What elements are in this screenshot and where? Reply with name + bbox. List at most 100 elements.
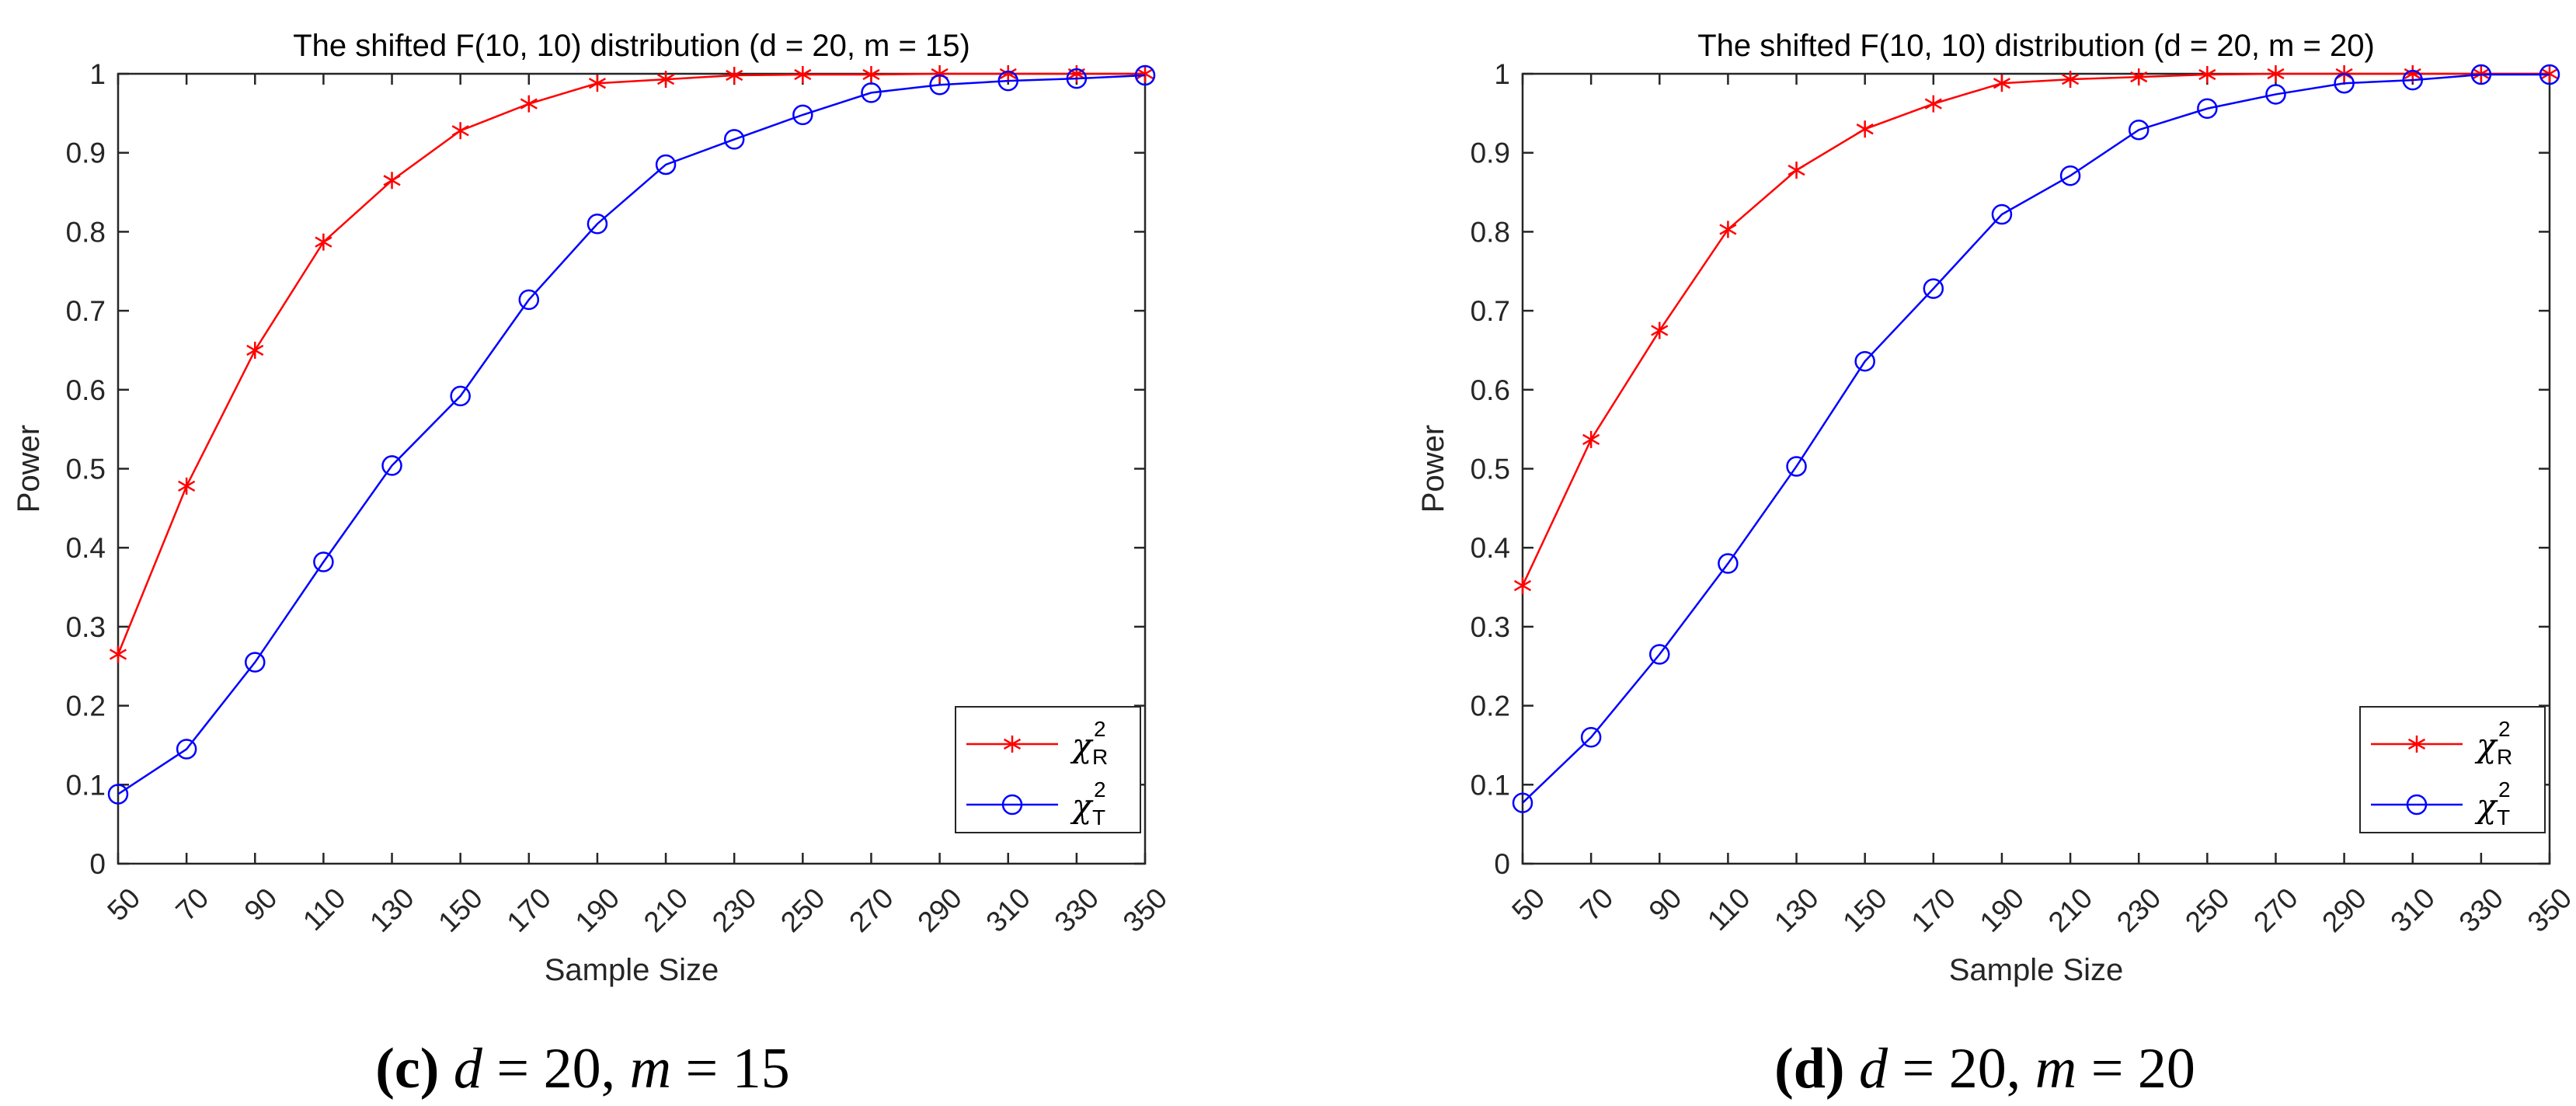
x-tick-label: 330	[2453, 882, 2510, 938]
data-point-circle	[450, 385, 471, 407]
x-tick-label: 270	[2247, 882, 2304, 938]
legend-box	[2359, 706, 2546, 833]
data-point-asterisk	[1136, 65, 1154, 82]
y-tick-label: 1	[1494, 58, 1510, 90]
asterisk-stroke	[794, 68, 812, 81]
data-point-circle	[381, 455, 402, 476]
y-tick-label: 0.1	[1471, 769, 1510, 801]
data-point-circle	[792, 104, 813, 126]
asterisk-stroke	[862, 68, 880, 81]
data-point-asterisk	[1651, 322, 1669, 339]
series-r	[109, 65, 1154, 663]
data-point-asterisk	[2061, 71, 2080, 89]
legend-subscript: T	[1092, 805, 1105, 830]
data-point-circle	[1649, 644, 1670, 665]
data-point-circle	[2539, 64, 2560, 85]
data-point-asterisk	[1719, 221, 1737, 238]
data-point-circle	[176, 739, 197, 760]
caption-m-value: = 15	[671, 1037, 790, 1101]
series-line	[117, 72, 1145, 655]
y-tick-label: 0.4	[66, 532, 106, 564]
y-tick-label: 0.3	[66, 611, 106, 643]
legend-superscript: 2	[2498, 777, 2511, 802]
data-point-asterisk	[315, 233, 332, 251]
asterisk-stroke	[726, 69, 743, 82]
y-tick-label: 0.4	[1471, 532, 1510, 564]
legend: χ 2Rχ 2T	[955, 706, 1141, 833]
asterisk-stroke	[656, 73, 675, 85]
legend: χ 2Rχ 2T	[2359, 706, 2546, 833]
data-point-circle	[245, 652, 266, 673]
asterisk-stroke	[588, 78, 607, 89]
data-point-circle	[2128, 119, 2150, 141]
x-tick-label: 70	[169, 882, 214, 927]
caption-d-value: = 20,	[1888, 1037, 2021, 1101]
legend-marker-asterisk	[1003, 736, 1022, 753]
asterisk-stroke	[2130, 71, 2148, 83]
data-point-circle	[313, 551, 334, 572]
x-tick-label: 270	[843, 882, 900, 938]
legend-superscript: 2	[1094, 777, 1106, 802]
caption-d-value: = 20,	[482, 1037, 615, 1101]
asterisk-stroke	[2267, 68, 2285, 80]
x-tick-label: 50	[101, 882, 146, 927]
x-tick-label: 310	[980, 882, 1036, 938]
data-point-asterisk	[1993, 75, 2011, 92]
data-point-circle	[2059, 165, 2081, 186]
asterisk-stroke	[1993, 78, 2011, 89]
data-point-circle	[2265, 84, 2286, 105]
legend-marker-circle	[2406, 794, 2428, 816]
data-point-circle	[518, 289, 540, 311]
asterisk-stroke	[1136, 68, 1154, 80]
data-point-asterisk	[2198, 66, 2216, 84]
y-tick-label: 0.5	[1471, 454, 1510, 485]
legend-subscript: T	[2497, 805, 2510, 830]
x-tick-label: 170	[500, 882, 557, 938]
data-point-asterisk	[451, 122, 469, 140]
data-point-circle	[997, 70, 1018, 92]
x-tick-label: 190	[1974, 882, 2031, 938]
y-tick-label: 0.6	[1471, 374, 1510, 406]
y-tick-label: 0.2	[66, 690, 106, 722]
series-r	[1513, 65, 2559, 595]
data-point-circle	[1991, 203, 2013, 225]
x-tick-label: 150	[1836, 882, 1893, 938]
data-point-circle	[1854, 350, 1875, 372]
asterisk-stroke	[1788, 164, 1805, 176]
data-point-circle	[1580, 727, 1602, 748]
data-point-circle	[1923, 278, 1944, 299]
x-axis-label: Sample Size	[1949, 953, 2124, 987]
asterisk-stroke	[520, 98, 538, 110]
data-point-circle	[2334, 72, 2355, 94]
data-point-circle	[2470, 64, 2492, 85]
data-point-asterisk	[2130, 68, 2148, 86]
series-line	[1521, 72, 2550, 586]
x-tick-label: 290	[2316, 882, 2372, 938]
data-point-asterisk	[999, 65, 1017, 82]
legend-subscript: R	[1092, 745, 1108, 769]
data-point-circle	[1134, 64, 1156, 86]
legend-label: χ	[1070, 726, 1094, 764]
data-point-asterisk	[1924, 95, 1942, 113]
series-line	[117, 74, 1146, 795]
caption-d-label: d	[1845, 1037, 1889, 1101]
legend-chi: χ	[2474, 726, 2498, 764]
data-point-asterisk	[383, 172, 401, 190]
asterisk-stroke	[1582, 433, 1600, 446]
x-tick-label: 190	[569, 882, 626, 938]
legend-marker-asterisk	[2407, 736, 2426, 753]
x-tick-label: 130	[1768, 882, 1825, 938]
asterisk-stroke	[2061, 73, 2080, 85]
legend-chi: χ	[2474, 787, 2498, 825]
caption-letter: (c)	[375, 1037, 439, 1101]
legend-label: χ	[1070, 787, 1094, 825]
data-point-circle	[2197, 98, 2218, 119]
y-tick-label: 0.9	[66, 137, 106, 169]
y-tick-label: 0	[1494, 848, 1510, 880]
panel-caption: (c) d = 20, m = 15	[375, 1037, 790, 1101]
asterisk-stroke	[246, 344, 264, 356]
x-tick-label: 90	[238, 882, 284, 927]
data-point-asterisk	[1582, 430, 1600, 448]
x-tick-label: 350	[2522, 882, 2576, 938]
x-tick-label: 230	[2111, 882, 2167, 938]
